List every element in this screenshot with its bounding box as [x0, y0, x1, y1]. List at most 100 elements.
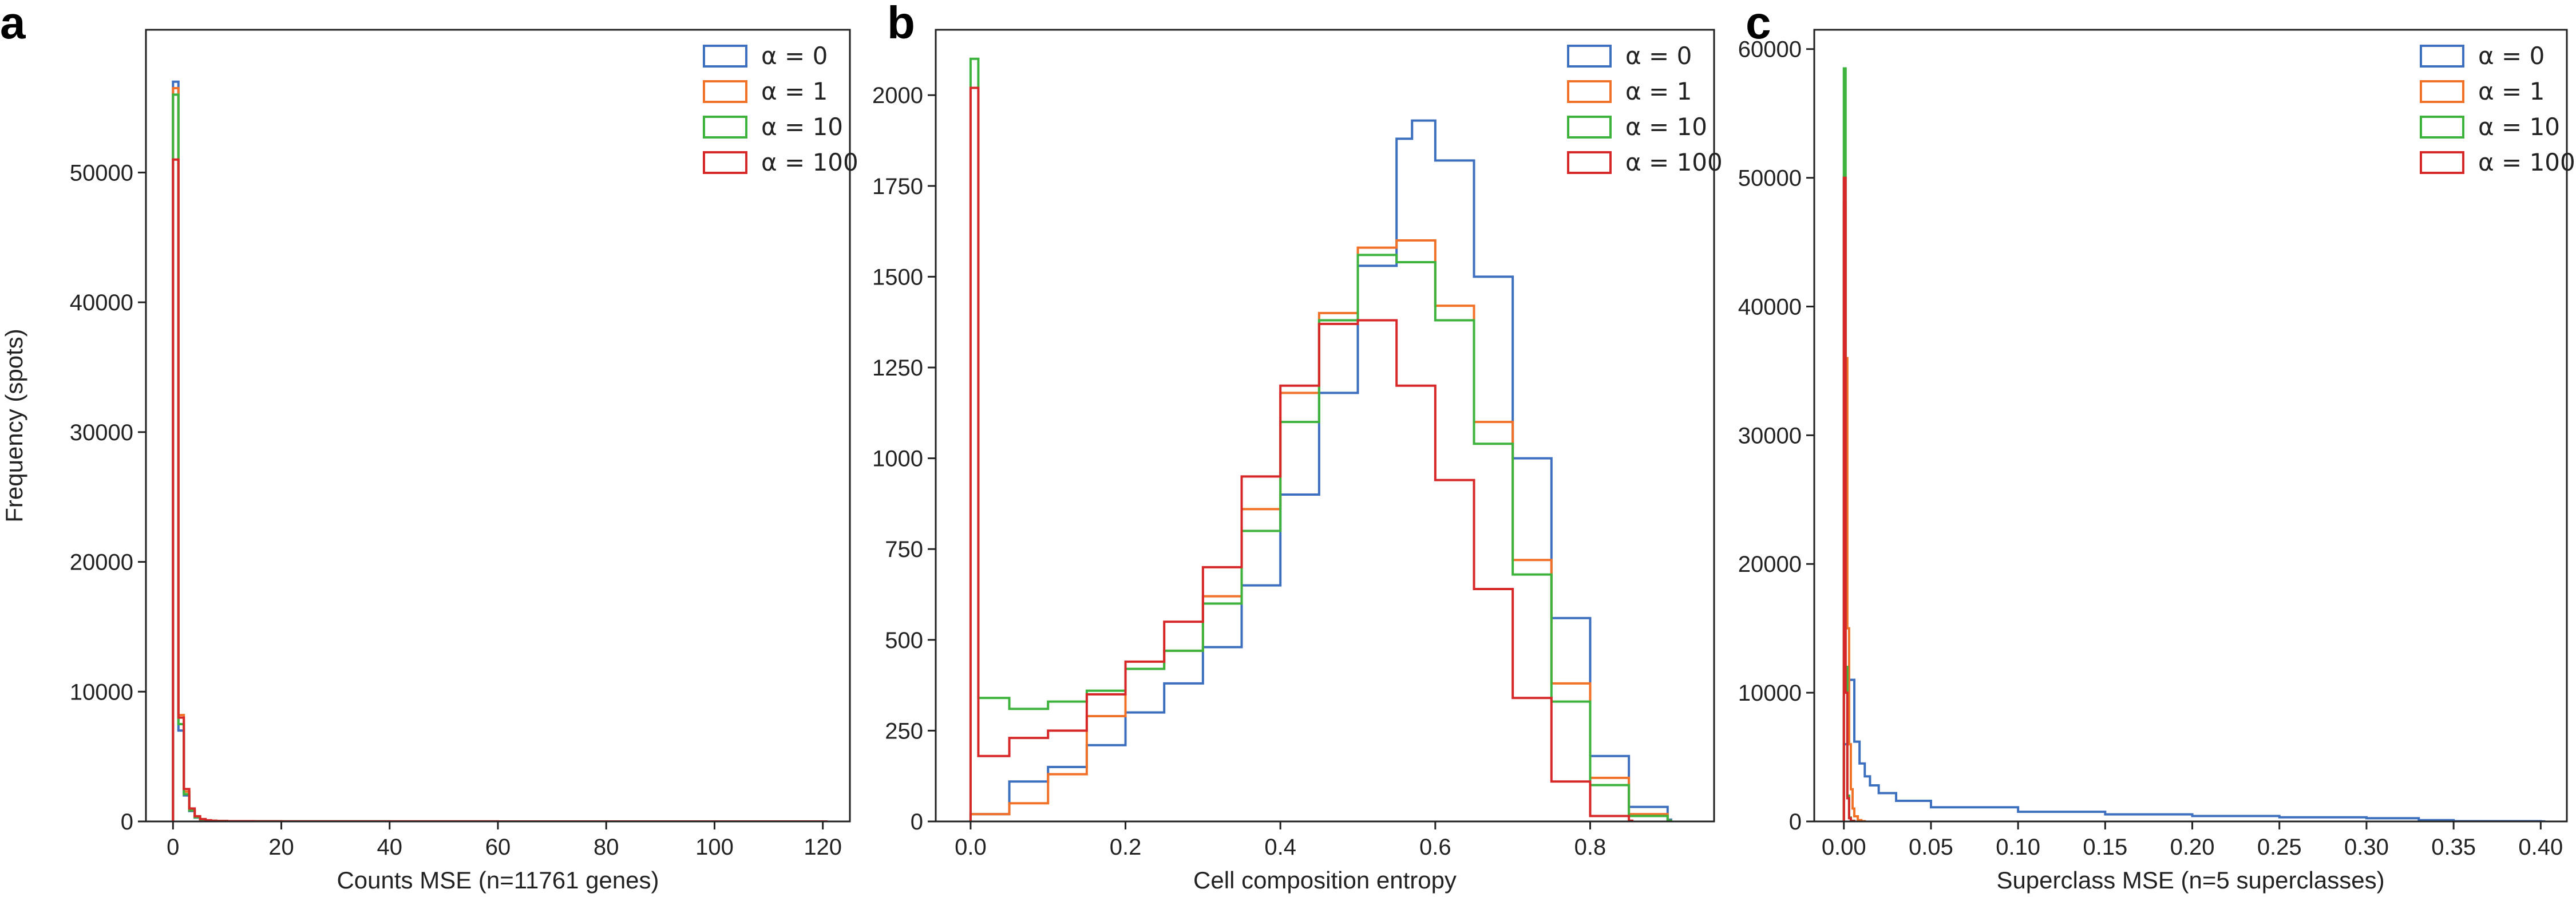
x-axis-title: Superclass MSE (n=5 superclasses) [1996, 867, 2384, 894]
y-tick-label: 30000 [1738, 423, 1802, 448]
legend-swatch-2 [2420, 116, 2464, 139]
panel-c: c 0.00 0.05 0.10 0.15 0.20 0.25 0.30 0.35 0.40 0 1… [1717, 0, 2576, 897]
x-tick-label: 0.00 [1822, 835, 1866, 860]
y-tick-label: 60000 [1738, 37, 1802, 62]
series-group [1842, 67, 2546, 821]
x-axis-title: Counts MSE (n=11761 genes) [337, 867, 659, 894]
x-tick: 0.4 [1264, 821, 1296, 860]
x-tick-label: 120 [804, 835, 842, 860]
y-tick-label: 40000 [1738, 294, 1802, 319]
x-tick: 0.6 [1419, 821, 1451, 860]
y-tick-label: 500 [885, 628, 923, 653]
x-tick: 0.8 [1574, 821, 1606, 860]
x-tick: 0.30 [2344, 821, 2389, 860]
y-tick: 50000 [70, 160, 146, 185]
x-tick: 0 [167, 821, 179, 860]
x-tick: 0.2 [1110, 821, 1141, 860]
legend-swatch-2 [1567, 116, 1612, 139]
series-line-3 [969, 86, 1634, 821]
x-tick-label: 0.05 [1909, 835, 1953, 860]
y-tick: 20000 [1738, 552, 1814, 577]
x-tick-label: 0.8 [1574, 835, 1606, 860]
x-tick-label: 0.25 [2257, 835, 2302, 860]
panel-b: b 0.0 0.2 0.4 0.6 0.8 0 250 500 750 1000 1250 1500 1… [858, 0, 1723, 897]
x-tick: 20 [268, 821, 294, 860]
legend-swatch-0 [2420, 45, 2464, 68]
legend-label-2: α = 10 [1625, 113, 1707, 141]
y-tick: 250 [885, 718, 936, 744]
series-line-1 [969, 239, 1672, 821]
series-line-0 [969, 119, 1672, 821]
histogram-chart-b: 0.0 0.2 0.4 0.6 0.8 0 250 500 750 1000 1250 1500 175… [872, 29, 1723, 894]
legend-swatch-3 [1567, 151, 1612, 174]
legend-label-1: α = 1 [1625, 77, 1692, 105]
y-tick: 0 [911, 809, 936, 835]
x-tick-label: 0 [167, 835, 179, 860]
y-tick-label: 750 [885, 537, 923, 562]
x-tick: 0.35 [2431, 821, 2476, 860]
y-tick: 40000 [1738, 294, 1814, 319]
y-tick: 10000 [1738, 681, 1814, 706]
legend-label-1: α = 1 [761, 77, 828, 105]
y-tick-label: 250 [885, 718, 923, 744]
x-tick: 0.10 [1996, 821, 2040, 860]
legend: α = 0 α = 1 α = 10 α = 100 [1567, 42, 1723, 176]
series-line-0 [172, 80, 828, 821]
y-tick: 40000 [70, 290, 146, 315]
y-tick-label: 1000 [872, 446, 923, 472]
histogram-chart-a: 0 20 40 60 80 100 120 0 10000 20000 30000 40000 5000… [1, 29, 858, 894]
y-tick-label: 1250 [872, 355, 923, 381]
y-tick: 20000 [70, 550, 146, 575]
x-tick-label: 0.10 [1996, 835, 2040, 860]
y-tick: 1500 [872, 264, 936, 290]
legend-label-1: α = 1 [2478, 77, 2545, 105]
plot-frame [145, 29, 851, 823]
legend-label-2: α = 10 [2478, 113, 2560, 141]
y-tick: 30000 [70, 420, 146, 445]
legend-swatch-0 [703, 45, 747, 68]
y-tick-label: 2000 [872, 83, 923, 108]
y-tick-label: 1750 [872, 174, 923, 199]
legend-swatch-2 [703, 116, 747, 139]
x-tick-label: 100 [695, 835, 734, 860]
legend-swatch-3 [2420, 151, 2464, 174]
panel-label-b: b [887, 0, 915, 48]
y-tick-label: 0 [121, 809, 133, 835]
x-tick: 0.00 [1822, 821, 1866, 860]
y-tick-label: 50000 [70, 160, 133, 185]
x-tick: 80 [593, 821, 619, 860]
series-line-2 [969, 57, 1672, 821]
series-line-1 [172, 87, 828, 821]
y-tick-label: 10000 [70, 679, 133, 705]
x-tick: 100 [695, 821, 734, 860]
legend-label-3: α = 100 [2478, 148, 2575, 176]
legend-label-0: α = 0 [2478, 42, 2545, 70]
y-tick-label: 10000 [1738, 681, 1802, 706]
y-tick: 0 [1789, 809, 1814, 835]
x-tick: 0.15 [2083, 821, 2127, 860]
series-line-3 [172, 158, 828, 821]
y-tick-label: 0 [911, 809, 923, 835]
x-tick-label: 0.6 [1419, 835, 1451, 860]
y-tick-label: 50000 [1738, 166, 1802, 191]
y-tick: 30000 [1738, 423, 1814, 448]
y-tick: 60000 [1738, 37, 1814, 62]
series-group [969, 57, 1672, 821]
x-tick-label: 0.35 [2431, 835, 2476, 860]
x-tick: 120 [804, 821, 842, 860]
legend-swatch-3 [703, 151, 747, 174]
y-tick-label: 20000 [1738, 552, 1802, 577]
x-tick-label: 0.20 [2170, 835, 2215, 860]
x-axis-title: Cell composition entropy [1193, 867, 1457, 894]
y-tick-label: 0 [1789, 809, 1802, 835]
y-axis-title: Frequency (spots) [1, 329, 27, 522]
histogram-chart-c: 0.00 0.05 0.10 0.15 0.20 0.25 0.30 0.35 0.40 0 100… [1738, 29, 2575, 894]
y-tick: 1000 [872, 446, 936, 472]
plot-frame [935, 29, 1715, 823]
series-line-0 [1842, 678, 2546, 821]
legend-label-2: α = 10 [761, 113, 843, 141]
x-tick-label: 0.4 [1264, 835, 1296, 860]
legend-swatch-1 [2420, 80, 2464, 103]
y-tick: 2000 [872, 83, 936, 108]
x-tick: 0.25 [2257, 821, 2302, 860]
